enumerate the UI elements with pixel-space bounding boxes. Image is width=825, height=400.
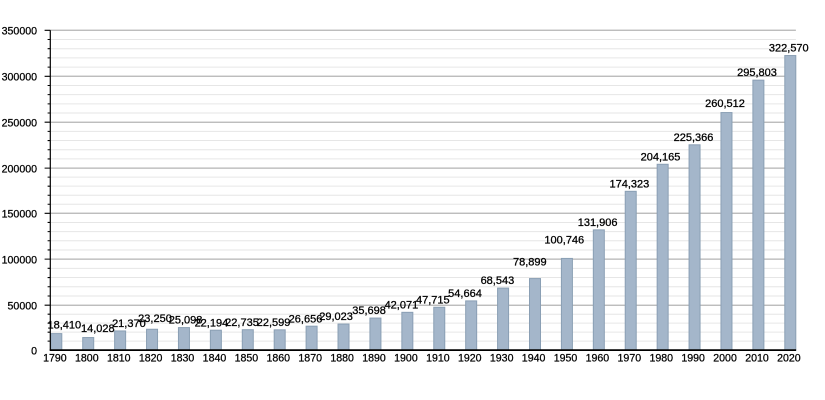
svg-text:1810: 1810 — [107, 353, 131, 365]
svg-text:1980: 1980 — [649, 353, 673, 365]
svg-text:68,543: 68,543 — [481, 275, 515, 287]
svg-text:78,899: 78,899 — [513, 257, 547, 269]
svg-text:22,735: 22,735 — [225, 317, 259, 329]
svg-text:204,165: 204,165 — [641, 151, 681, 163]
svg-text:35,698: 35,698 — [352, 305, 386, 317]
svg-text:54,664: 54,664 — [448, 288, 482, 300]
svg-text:26,656: 26,656 — [289, 313, 323, 325]
svg-text:14,028: 14,028 — [81, 323, 115, 335]
svg-text:322,570: 322,570 — [769, 43, 809, 55]
svg-text:1840: 1840 — [203, 353, 227, 365]
svg-text:1970: 1970 — [618, 353, 642, 365]
svg-text:1940: 1940 — [522, 353, 546, 365]
svg-text:47,715: 47,715 — [416, 294, 450, 306]
svg-text:1990: 1990 — [681, 353, 705, 365]
svg-text:22,194: 22,194 — [195, 317, 229, 329]
svg-text:250000: 250000 — [2, 117, 37, 129]
svg-text:350000: 350000 — [2, 26, 37, 38]
svg-text:1960: 1960 — [586, 353, 610, 365]
svg-text:22,599: 22,599 — [257, 317, 291, 329]
svg-text:1790: 1790 — [43, 353, 67, 365]
svg-text:2000: 2000 — [713, 353, 737, 365]
svg-text:1880: 1880 — [330, 353, 354, 365]
svg-text:23,250: 23,250 — [138, 313, 172, 325]
svg-text:131,906: 131,906 — [578, 217, 618, 229]
svg-text:295,803: 295,803 — [737, 67, 777, 79]
svg-text:1820: 1820 — [139, 353, 163, 365]
svg-text:1920: 1920 — [458, 353, 482, 365]
svg-text:174,323: 174,323 — [610, 178, 650, 190]
svg-text:100000: 100000 — [2, 254, 37, 266]
svg-text:1830: 1830 — [171, 353, 195, 365]
svg-text:225,366: 225,366 — [674, 132, 714, 144]
svg-text:1890: 1890 — [362, 353, 386, 365]
svg-text:260,512: 260,512 — [705, 98, 745, 110]
svg-text:300000: 300000 — [2, 72, 37, 84]
svg-text:1850: 1850 — [235, 353, 259, 365]
svg-text:0: 0 — [31, 345, 37, 357]
svg-text:1870: 1870 — [298, 353, 322, 365]
svg-text:21,370: 21,370 — [112, 318, 146, 330]
svg-text:42,071: 42,071 — [385, 299, 419, 311]
svg-text:150000: 150000 — [2, 209, 37, 221]
svg-text:100,746: 100,746 — [544, 235, 584, 247]
svg-text:1930: 1930 — [490, 353, 514, 365]
svg-text:2010: 2010 — [745, 353, 769, 365]
svg-text:1950: 1950 — [554, 353, 578, 365]
svg-text:1910: 1910 — [426, 353, 450, 365]
svg-text:2020: 2020 — [777, 353, 801, 365]
svg-text:200000: 200000 — [2, 163, 37, 175]
svg-text:50000: 50000 — [8, 300, 38, 312]
svg-text:1900: 1900 — [394, 353, 418, 365]
svg-text:1800: 1800 — [75, 353, 99, 365]
svg-text:1860: 1860 — [267, 353, 291, 365]
svg-text:29,023: 29,023 — [319, 311, 353, 323]
svg-text:18,410: 18,410 — [47, 319, 81, 331]
svg-text:25,098: 25,098 — [169, 315, 203, 327]
